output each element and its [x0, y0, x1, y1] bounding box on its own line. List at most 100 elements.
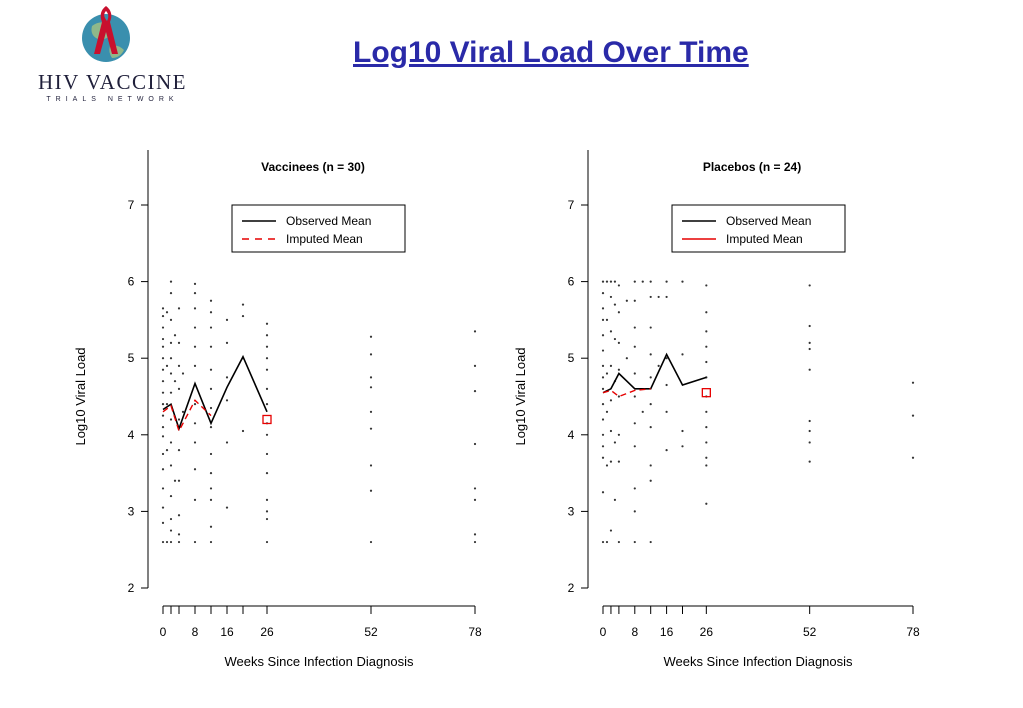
placebos-data-point — [617, 284, 620, 287]
vaccinees-data-point — [169, 418, 173, 421]
vaccinees-data-point — [193, 468, 197, 471]
placebos-data-point — [657, 364, 660, 367]
vaccinees-data-point — [209, 426, 213, 429]
vaccinees-data-point — [177, 540, 181, 544]
vaccinees-data-point — [193, 345, 197, 348]
placebos-data-point — [617, 311, 620, 314]
vaccinees-data-point — [473, 533, 477, 536]
placebos-data-point — [681, 445, 684, 448]
placebos-data-point — [633, 395, 636, 398]
vaccinees-data-point — [369, 386, 373, 389]
vaccinees-y-tick-label: 7 — [128, 198, 135, 212]
vaccinees-x-tick-label: 0 — [160, 625, 167, 639]
placebos-data-point — [601, 364, 605, 367]
vaccinees-data-point — [161, 357, 165, 360]
placebos-data-point — [613, 498, 617, 502]
placebos-data-point — [605, 540, 609, 544]
vaccinees-data-point — [265, 452, 269, 456]
vaccinees-data-point — [169, 357, 173, 360]
placebos-data-point — [705, 464, 708, 467]
vaccinees-data-point — [209, 498, 213, 502]
placebos-data-point — [705, 360, 708, 364]
vaccinees-data-point — [265, 510, 269, 513]
placebos-data-point — [613, 280, 617, 283]
vaccinees-data-point — [265, 387, 269, 390]
placebos-data-point — [601, 403, 605, 406]
vaccinees-data-point — [169, 318, 173, 321]
placebos-data-point — [601, 376, 605, 379]
vaccinees-data-point — [169, 291, 173, 295]
vaccinees-data-point — [169, 517, 173, 521]
vaccinees-data-point — [265, 403, 269, 406]
vaccinees-data-point — [177, 514, 181, 517]
placebos-data-point — [601, 445, 605, 448]
vaccinees-data-point — [161, 540, 165, 544]
vaccinees-data-point — [193, 540, 197, 544]
placebos-data-point — [609, 364, 613, 367]
placebos-data-point — [705, 410, 708, 413]
vaccinees-data-point — [161, 426, 165, 429]
vaccinees-data-point — [161, 391, 165, 394]
placebos-data-point — [633, 487, 636, 490]
placebos-data-point — [665, 383, 668, 387]
vaccinees-data-point — [169, 441, 173, 444]
vaccinees-data-point — [169, 464, 173, 467]
vaccinees-y-tick-label: 2 — [128, 581, 135, 595]
vaccinees-data-point — [161, 345, 165, 348]
placebos-data-point — [633, 510, 636, 513]
logo-wordmark: HIV VACCINE — [38, 70, 187, 94]
placebos-data-point — [665, 449, 668, 452]
vaccinees-data-point — [173, 334, 177, 337]
vaccinees-data-point — [161, 380, 165, 383]
placebos-data-point — [605, 464, 609, 467]
placebos-data-point — [633, 326, 636, 329]
logo-tagline: TRIALS NETWORK — [46, 96, 179, 103]
vaccinees-data-point — [369, 353, 373, 356]
vaccinees-data-point — [161, 435, 165, 438]
placebos-x-tick-label: 78 — [906, 625, 920, 639]
vaccinees-data-point — [181, 410, 185, 413]
placebos-data-point — [605, 372, 609, 375]
vaccinees-data-point — [177, 307, 181, 310]
vaccinees-data-point — [169, 529, 173, 532]
vaccinees-y-tick-label: 4 — [128, 428, 135, 442]
placebos-data-point — [601, 307, 605, 310]
vaccinees-data-point — [265, 357, 269, 360]
placebos-data-point — [705, 426, 708, 429]
vaccinees-data-point — [209, 326, 213, 329]
placebos-data-point — [633, 345, 636, 348]
vaccinees-chart-title: Vaccinees (n = 30) — [261, 160, 365, 174]
vaccinees-data-point — [169, 341, 173, 344]
placebos-data-point — [808, 368, 811, 371]
placebos-data-point — [601, 418, 605, 421]
placebos-data-point — [705, 284, 708, 287]
vaccinees-data-point — [169, 540, 173, 544]
placebos-data-point — [609, 330, 613, 333]
placebos-data-point — [649, 353, 652, 356]
placebos-chart-title: Placebos (n = 24) — [703, 160, 801, 174]
vaccinees-x-tick-label: 52 — [364, 625, 378, 639]
vaccinees-data-point — [209, 345, 213, 348]
vaccinees-data-point — [181, 372, 185, 375]
vaccinees-x-tick-label: 78 — [468, 625, 482, 639]
vaccinees-data-point — [225, 441, 229, 444]
placebos-y-tick-label: 5 — [568, 351, 575, 365]
vaccinees-data-point — [161, 326, 165, 329]
placebos-data-point — [601, 491, 605, 494]
placebos-data-point — [808, 341, 811, 344]
vaccinees-data-point — [193, 326, 197, 329]
placebos-data-point — [649, 280, 652, 283]
placebos-data-point — [705, 330, 708, 333]
placebos-data-point — [601, 433, 605, 436]
placebos-data-point — [649, 295, 652, 299]
placebos-series-observed-mean — [602, 352, 707, 394]
vaccinees-series-observed-mean — [162, 354, 268, 432]
vaccinees-data-point — [369, 410, 373, 413]
vaccinees-data-point — [177, 449, 181, 452]
placebos-data-point — [649, 464, 652, 467]
vaccinees-data-point — [209, 452, 213, 456]
placebos-data-point — [641, 410, 644, 413]
vaccinees-data-point — [265, 498, 269, 502]
placebos-data-point — [808, 460, 811, 463]
placebos-data-point — [665, 357, 668, 360]
